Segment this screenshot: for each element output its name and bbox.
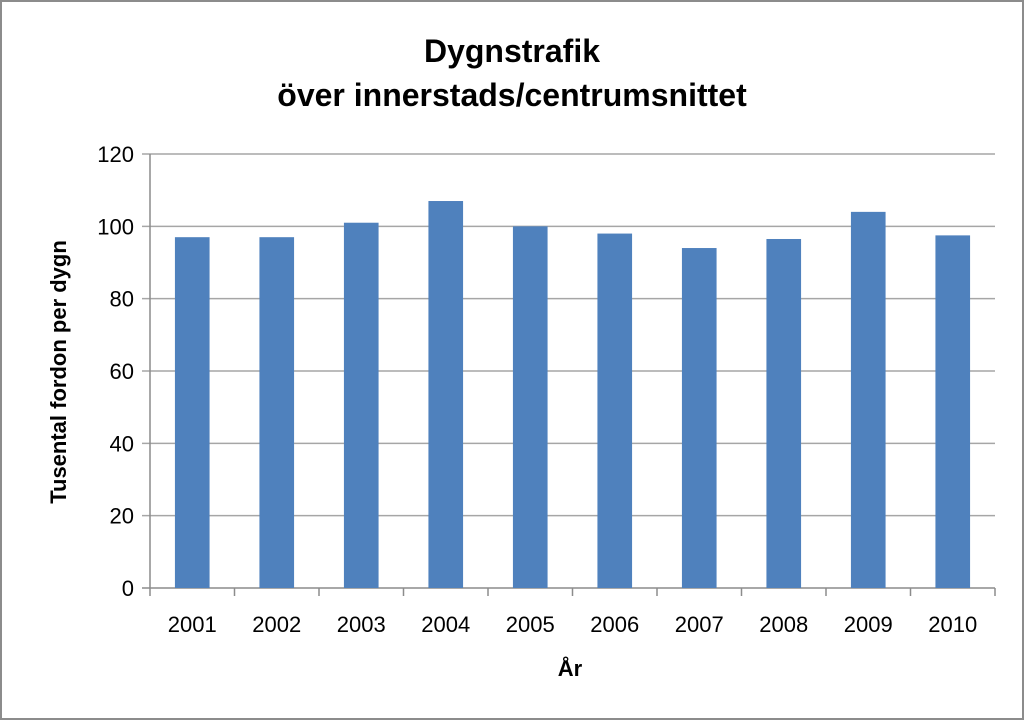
bar-2003 [343, 222, 379, 588]
x-tick-label: 2003 [337, 612, 386, 637]
x-tick-label: 2008 [759, 612, 808, 637]
bar-2006 [597, 233, 633, 589]
bar-2010 [935, 235, 971, 588]
y-tick-label: 120 [97, 142, 134, 167]
x-tick-label: 2006 [590, 612, 639, 637]
y-tick-label: 100 [97, 214, 134, 239]
bar-2005 [512, 226, 548, 589]
y-axis-title: Tusental fordon per dygn [46, 240, 71, 504]
bar-2001 [174, 237, 210, 588]
y-tick-label: 80 [110, 287, 134, 312]
bar-2004 [428, 201, 464, 588]
bar-2008 [766, 238, 802, 588]
bar-2007 [681, 248, 717, 589]
chart-title-line-1: Dygnstrafik [424, 33, 600, 69]
x-tick-label: 2001 [168, 612, 217, 637]
y-tick-label: 60 [110, 359, 134, 384]
x-tick-label: 2005 [506, 612, 555, 637]
y-tick-label: 40 [110, 431, 134, 456]
chart-title-line-2: över innerstads/centrumsnittet [277, 77, 747, 113]
y-tick-label: 20 [110, 504, 134, 529]
x-tick-labels: 2001 2002 2003 2004 2005 2006 2007 2008 2009 2010 [168, 612, 977, 637]
x-tick-label: 2007 [675, 612, 724, 637]
bar-2002 [259, 237, 295, 588]
bar-2009 [850, 211, 886, 588]
x-tick-label: 2004 [421, 612, 470, 637]
x-tick-label: 2002 [252, 612, 301, 637]
x-tick-label: 2009 [844, 612, 893, 637]
x-axis-title: År [558, 655, 583, 681]
y-tick-label: 0 [122, 576, 134, 601]
x-tick-label: 2010 [928, 612, 977, 637]
bars [174, 201, 971, 589]
y-tick-labels: 0 20 40 60 80 100 120 [97, 142, 134, 601]
